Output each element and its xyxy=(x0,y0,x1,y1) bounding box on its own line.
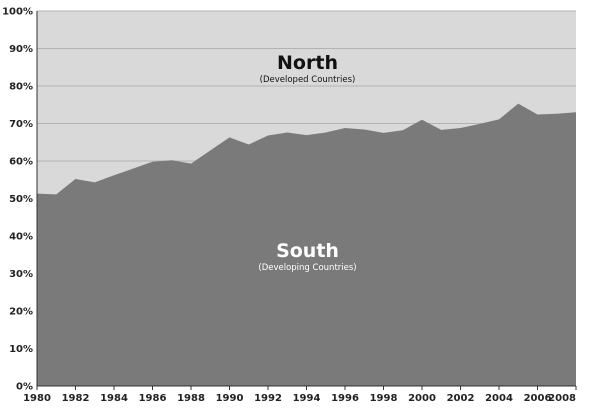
north-title: North xyxy=(277,52,338,74)
x-tick-label: 2006 xyxy=(524,393,552,404)
x-tick-label: 1980 xyxy=(23,393,51,404)
x-tick-label: 1982 xyxy=(62,393,90,404)
y-tick-label: 0% xyxy=(16,382,33,393)
x-tick-label: 1986 xyxy=(139,393,167,404)
x-tick-label: 1988 xyxy=(177,393,205,404)
x-axis-ticks: 1980 1982 1984 1986 1988 1990 1992 1994 1996 1998… xyxy=(23,386,577,404)
x-tick-label: 2008 xyxy=(548,393,576,404)
x-tick-label: 1984 xyxy=(100,393,128,404)
south-title: South xyxy=(276,240,339,262)
y-tick-label: 10% xyxy=(9,344,33,355)
x-tick-label: 2002 xyxy=(447,393,475,404)
y-tick-label: 70% xyxy=(9,119,33,130)
x-tick-label: 1996 xyxy=(331,393,359,404)
x-tick-label: 2000 xyxy=(408,393,436,404)
y-tick-label: 50% xyxy=(9,194,33,205)
south-subtitle: (Developing Countries) xyxy=(258,263,356,273)
y-tick-label: 40% xyxy=(9,232,33,243)
x-tick-label: 1992 xyxy=(254,393,282,404)
y-tick-label: 90% xyxy=(9,44,33,55)
x-tick-label: 1990 xyxy=(216,393,244,404)
y-axis-ticks: 0% 10% 20% 30% 40% 50% 60% 70% 80% 90% 100% xyxy=(2,7,33,393)
y-tick-label: 30% xyxy=(9,269,33,280)
y-tick-label: 80% xyxy=(9,82,33,93)
y-tick-label: 60% xyxy=(9,157,33,168)
north-subtitle: (Developed Countries) xyxy=(260,75,356,85)
x-tick-label: 1994 xyxy=(293,393,321,404)
south-area xyxy=(37,103,576,386)
y-tick-label: 20% xyxy=(9,307,33,318)
x-tick-label: 2004 xyxy=(485,393,513,404)
x-tick-label: 1998 xyxy=(370,393,398,404)
y-tick-label: 100% xyxy=(2,7,33,18)
